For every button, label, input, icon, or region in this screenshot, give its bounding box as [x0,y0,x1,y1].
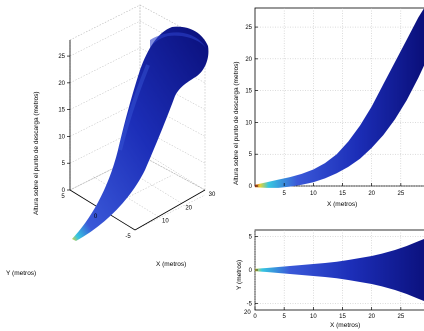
xlabel-top: X (metros) [330,322,360,329]
plume-ridge-3d [118,64,150,151]
plume-envelope-top [255,239,424,301]
zlabel-3d: Altura sobre el punto de descarga (metro… [33,91,40,215]
x-tick-label: 10 [310,314,317,320]
ylabel-side: Altura sobre el punto de descarga (metro… [233,61,240,185]
plume-highlight-3d [150,32,206,48]
x-tick-label: 5 [282,314,286,320]
x-axis-line [134,189,206,231]
x-tick-label: 15 [339,191,346,197]
y-tick-label: 20 [245,57,252,63]
ytick-extra-top: 20 [244,310,251,316]
y-tick-label: 10 [245,120,252,126]
xlabel-3d: X (metros) [156,261,186,268]
y-tick-label: 5 [249,235,253,241]
x-tick-label: 10 [162,219,169,225]
y-tick-label: 0 [94,214,98,220]
x-tick-label: 10 [310,191,317,197]
ticks-side: 5 10 15 20 25 0 5 10 15 20 25 [245,25,405,197]
grid-line-y [134,194,206,231]
y-tick-label: 5 [249,152,253,158]
x-tick-label: 20 [368,314,375,320]
grid-line-z [69,101,141,137]
y-tick-label: -5 [247,301,253,307]
y-tick-label: 0 [249,268,253,274]
z-tick-label: 15 [58,108,65,114]
plume-envelope-side [255,8,424,188]
x-tick-label: 0 [253,314,257,320]
grid-line-x [139,149,206,191]
y-tick-label: 15 [245,89,252,95]
y-tick-label: 5 [61,194,65,200]
x-tick-label: 25 [397,314,404,320]
grid-line-z [69,127,141,164]
y-tick-label: 0 [249,184,253,190]
y-tick-label: 25 [245,25,252,31]
z-tick-label: 0 [62,188,66,194]
z-tick-label: 20 [58,81,65,87]
x-tick-label: 25 [397,191,404,197]
panel-top-view: 05101520253050-5 Y (metros) X (metros) 2… [236,229,424,329]
x-tick-label: 30 [209,192,216,198]
plume-surface-3d [72,26,209,241]
y-tick-label: -5 [125,234,131,240]
grid-line-y [69,154,141,191]
grid-line-z [139,154,206,191]
ticks-top: 05101520253050-5 [247,235,405,320]
ylabel-top: Y (metros) [236,260,243,290]
xlabel-side: X (metros) [327,201,357,208]
z-tick-label: 25 [58,54,65,60]
grid-line-z [69,74,141,110]
grid-line-x [93,176,159,217]
x-tick-label: 20 [185,205,192,211]
z-tick-label: 5 [62,161,66,167]
x-tick-label: 20 [368,191,375,197]
grid-line-z [69,47,141,84]
x-tick-label: 5 [282,191,286,197]
ylabel-3d: Y (metros) [6,270,36,277]
panel-side-view: 5 10 15 20 25 0 5 10 15 20 25 Altura sobre el punt… [233,7,424,208]
x-tick-label: 15 [339,314,346,320]
grid-line-z [69,20,141,57]
z-tick-label: 10 [58,134,65,140]
